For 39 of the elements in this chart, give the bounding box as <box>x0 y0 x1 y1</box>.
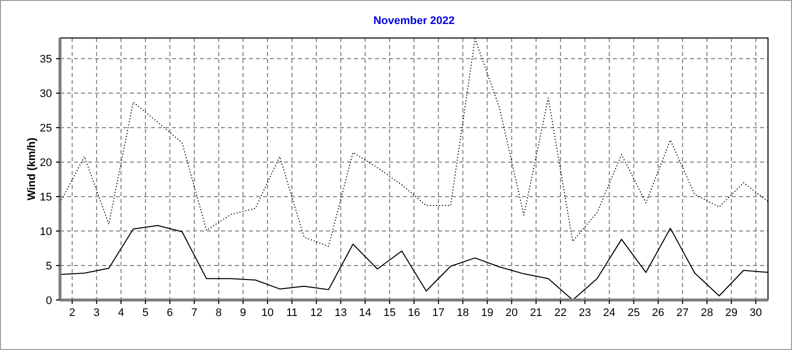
y-tick-label: 15 <box>40 192 52 204</box>
x-tick-label: 2 <box>69 307 76 319</box>
x-tick-label: 27 <box>676 307 689 319</box>
y-axis-title: Wind (km/h) <box>26 137 38 200</box>
y-tick-label: 10 <box>40 226 52 238</box>
x-tick-label: 9 <box>240 307 246 319</box>
x-tick-label: 17 <box>432 307 445 319</box>
x-tick-label: 20 <box>506 307 518 319</box>
y-tick-label: 35 <box>40 54 52 66</box>
x-tick-label: 24 <box>603 307 616 319</box>
y-tick-label: 30 <box>40 88 52 100</box>
y-tick-label: 20 <box>40 157 52 170</box>
x-tick-label: 18 <box>456 307 469 319</box>
x-tick-label: 3 <box>94 307 100 319</box>
x-tick-label: 16 <box>408 307 420 319</box>
x-tick-label: 13 <box>334 307 347 319</box>
x-tick-label: 30 <box>750 307 762 319</box>
x-tick-label: 19 <box>481 307 494 319</box>
x-tick-label: 28 <box>700 307 714 319</box>
x-tick-label: 14 <box>359 307 372 319</box>
y-tick-label: 25 <box>40 122 52 135</box>
x-tick-label: 26 <box>652 307 664 319</box>
x-tick-label: 11 <box>286 307 298 319</box>
x-tick-label: 22 <box>554 307 567 319</box>
x-tick-label: 29 <box>725 307 738 319</box>
x-tick-label: 12 <box>310 307 322 319</box>
y-tick-label: 5 <box>46 260 52 273</box>
x-tick-label: 5 <box>142 307 149 319</box>
chart-title: November 2022 <box>373 15 455 27</box>
x-tick-label: 21 <box>530 307 542 319</box>
x-tick-label: 8 <box>216 307 222 319</box>
x-tick-label: 15 <box>383 307 396 319</box>
x-tick-label: 7 <box>191 307 198 319</box>
x-tick-label: 10 <box>261 307 274 319</box>
x-tick-label: 4 <box>118 307 124 319</box>
y-tick-label: 0 <box>46 295 52 307</box>
x-tick-label: 25 <box>628 307 640 319</box>
x-tick-label: 23 <box>578 307 592 319</box>
x-tick-label: 6 <box>166 307 173 319</box>
